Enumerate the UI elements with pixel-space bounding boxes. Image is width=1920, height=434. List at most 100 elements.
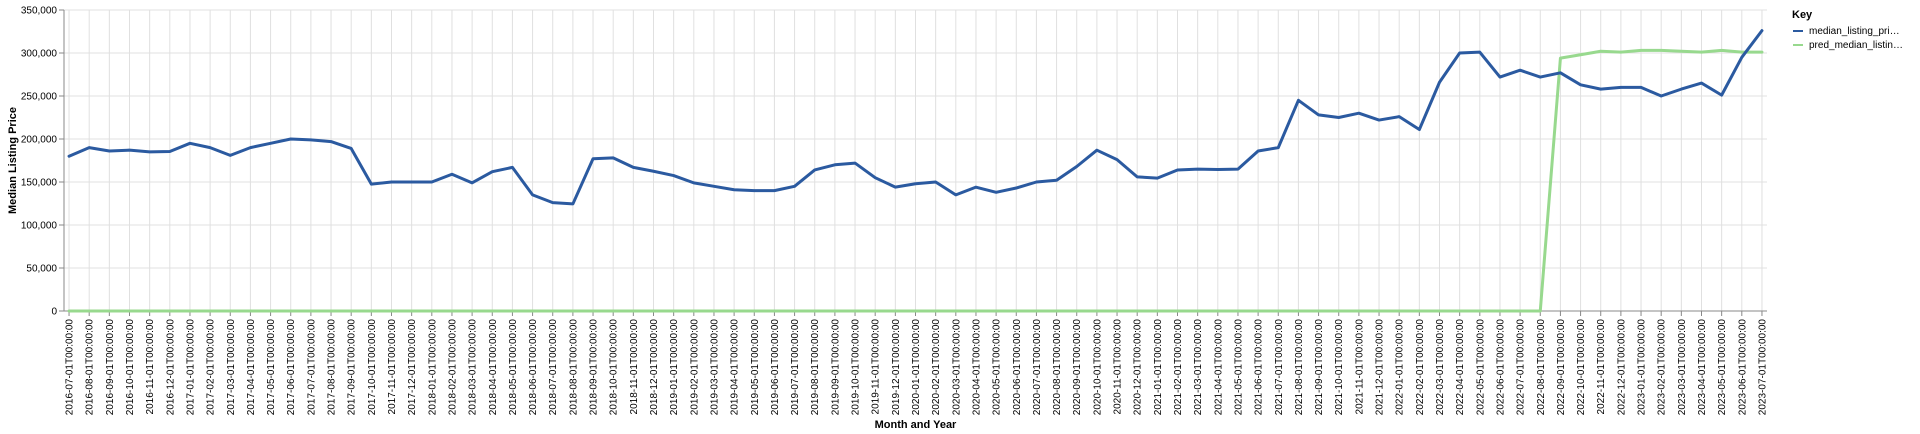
- y-tick-label: 150,000: [21, 178, 58, 189]
- x-tick-label: 2019-02-01T00:00:00: [689, 319, 700, 416]
- x-tick-label: 2023-07-01T00:00:00: [1757, 319, 1768, 416]
- x-tick-label: 2021-02-01T00:00:00: [1173, 319, 1184, 416]
- x-tick-label: 2021-01-01T00:00:00: [1153, 319, 1164, 416]
- y-axis-title: Median Listing Price: [7, 107, 19, 214]
- x-tick-label: 2021-05-01T00:00:00: [1233, 319, 1244, 416]
- x-tick-label: 2017-01-01T00:00:00: [185, 319, 196, 416]
- x-tick-label: 2022-03-01T00:00:00: [1435, 319, 1446, 416]
- x-tick-label: 2019-05-01T00:00:00: [750, 319, 761, 416]
- x-tick-label: 2017-12-01T00:00:00: [407, 319, 418, 416]
- x-tick-label: 2017-02-01T00:00:00: [206, 319, 217, 416]
- x-tick-label: 2021-11-01T00:00:00: [1354, 319, 1365, 415]
- legend: Key median_listing_pri… pred_median_listi…: [1792, 9, 1903, 51]
- x-tick-label: 2020-08-01T00:00:00: [1052, 319, 1063, 416]
- x-tick-label: 2017-07-01T00:00:00: [306, 319, 317, 416]
- x-tick-label: 2018-02-01T00:00:00: [447, 319, 458, 416]
- x-tick-label: 2020-11-01T00:00:00: [1113, 319, 1124, 415]
- x-tick-label: 2021-03-01T00:00:00: [1193, 319, 1204, 416]
- x-tick-label: 2021-07-01T00:00:00: [1274, 319, 1285, 416]
- x-tick-label: 2016-10-01T00:00:00: [125, 319, 136, 416]
- x-tick-label: 2020-05-01T00:00:00: [992, 319, 1003, 416]
- x-tick-label: 2019-04-01T00:00:00: [730, 319, 741, 416]
- x-tick-label: 2020-04-01T00:00:00: [971, 319, 982, 416]
- x-tick-label: 2020-12-01T00:00:00: [1133, 319, 1144, 416]
- x-tick-label: 2016-12-01T00:00:00: [165, 319, 176, 416]
- x-axis-title: Month and Year: [875, 419, 957, 431]
- x-tick-label: 2022-06-01T00:00:00: [1495, 319, 1506, 416]
- x-tick-label: 2018-05-01T00:00:00: [508, 319, 519, 416]
- x-tick-label: 2021-06-01T00:00:00: [1254, 319, 1265, 416]
- x-tick-label: 2019-12-01T00:00:00: [891, 319, 902, 416]
- x-tick-label: 2022-01-01T00:00:00: [1395, 319, 1406, 416]
- x-tick-label: 2021-08-01T00:00:00: [1294, 319, 1305, 416]
- x-tick-label: 2020-06-01T00:00:00: [1012, 319, 1023, 416]
- x-tick-label: 2018-12-01T00:00:00: [649, 319, 660, 416]
- x-tick-label: 2020-01-01T00:00:00: [911, 319, 922, 416]
- y-tick-label: 100,000: [21, 221, 58, 232]
- series-line-pred-median-listing-price: [67, 48, 1764, 313]
- x-tick-label: 2023-06-01T00:00:00: [1737, 319, 1748, 416]
- x-tick-label: 2017-06-01T00:00:00: [286, 319, 297, 416]
- y-tick-label: 250,000: [21, 92, 58, 103]
- y-tick-label: 300,000: [21, 49, 58, 60]
- x-tick-label: 2018-11-01T00:00:00: [629, 319, 640, 415]
- x-tick-label: 2016-07-01T00:00:00: [65, 319, 76, 416]
- legend-title: Key: [1792, 9, 1813, 21]
- x-tick-label: 2018-06-01T00:00:00: [528, 319, 539, 416]
- series-lines: [67, 29, 1764, 313]
- x-tick-label: 2019-09-01T00:00:00: [830, 319, 841, 416]
- x-tick-label: 2017-03-01T00:00:00: [226, 319, 237, 416]
- x-tick-label: 2017-10-01T00:00:00: [367, 319, 378, 416]
- x-tick-label: 2022-09-01T00:00:00: [1556, 319, 1567, 416]
- x-tick-label: 2021-09-01T00:00:00: [1314, 319, 1325, 416]
- x-tick-label: 2017-05-01T00:00:00: [266, 319, 277, 416]
- x-tick-label: 2017-11-01T00:00:00: [387, 319, 398, 415]
- x-tick-label: 2018-09-01T00:00:00: [589, 319, 600, 416]
- x-tick-label: 2016-09-01T00:00:00: [105, 319, 116, 416]
- x-tick-label: 2021-12-01T00:00:00: [1375, 319, 1386, 416]
- x-tick-label: 2016-08-01T00:00:00: [85, 319, 96, 416]
- x-tick-label: 2022-04-01T00:00:00: [1455, 319, 1466, 416]
- y-tick-label: 350,000: [21, 6, 58, 17]
- legend-label: pred_median_listin…: [1809, 40, 1903, 51]
- x-tick-label: 2019-01-01T00:00:00: [669, 319, 680, 416]
- x-tick-label: 2022-11-01T00:00:00: [1596, 319, 1607, 415]
- x-tick-label: 2018-01-01T00:00:00: [427, 319, 438, 416]
- x-tick-label: 2018-10-01T00:00:00: [609, 319, 620, 416]
- x-tick-label: 2020-03-01T00:00:00: [951, 319, 962, 416]
- x-tick-label: 2023-02-01T00:00:00: [1657, 319, 1668, 416]
- axes: 0 50,000 100,000 150,000 200,000 250,000 300,0…: [21, 6, 1769, 416]
- x-tick-label: 2017-08-01T00:00:00: [327, 319, 338, 416]
- x-tick-label: 2020-10-01T00:00:00: [1092, 319, 1103, 416]
- x-tick-label: 2023-04-01T00:00:00: [1697, 319, 1708, 416]
- y-tick-label: 200,000: [21, 135, 58, 146]
- x-tick-label: 2018-03-01T00:00:00: [468, 319, 479, 416]
- legend-items: median_listing_pri… pred_median_listin…: [1793, 26, 1903, 51]
- x-tick-label: 2022-10-01T00:00:00: [1576, 319, 1587, 416]
- x-tick-label: 2019-08-01T00:00:00: [810, 319, 821, 416]
- x-tick-label: 2016-11-01T00:00:00: [145, 319, 156, 415]
- legend-label: median_listing_pri…: [1809, 26, 1900, 37]
- x-tick-label: 2023-03-01T00:00:00: [1677, 319, 1688, 416]
- x-tick-label: 2022-05-01T00:00:00: [1475, 319, 1486, 416]
- x-tick-label: 2023-05-01T00:00:00: [1717, 319, 1728, 416]
- gridlines: [64, 9, 1767, 312]
- x-tick-label: 2020-07-01T00:00:00: [1032, 319, 1043, 416]
- x-tick-label: 2020-02-01T00:00:00: [931, 319, 942, 416]
- y-tick-label: 50,000: [26, 264, 57, 275]
- x-tick-label: 2020-09-01T00:00:00: [1072, 319, 1083, 416]
- x-tick-label: 2022-12-01T00:00:00: [1616, 319, 1627, 416]
- x-tick-label: 2022-08-01T00:00:00: [1536, 319, 1547, 416]
- series-line-median-listing-price: [67, 29, 1764, 206]
- x-tick-label: 2019-03-01T00:00:00: [709, 319, 720, 416]
- x-tick-label: 2017-04-01T00:00:00: [246, 319, 257, 416]
- x-tick-label: 2023-01-01T00:00:00: [1637, 319, 1648, 416]
- x-tick-label: 2018-04-01T00:00:00: [488, 319, 499, 416]
- x-tick-label: 2022-02-01T00:00:00: [1415, 319, 1426, 416]
- x-tick-label: 2019-06-01T00:00:00: [770, 319, 781, 416]
- x-tick-label: 2021-10-01T00:00:00: [1334, 319, 1345, 416]
- x-tick-label: 2018-08-01T00:00:00: [568, 319, 579, 416]
- x-tick-label: 2019-11-01T00:00:00: [871, 319, 882, 415]
